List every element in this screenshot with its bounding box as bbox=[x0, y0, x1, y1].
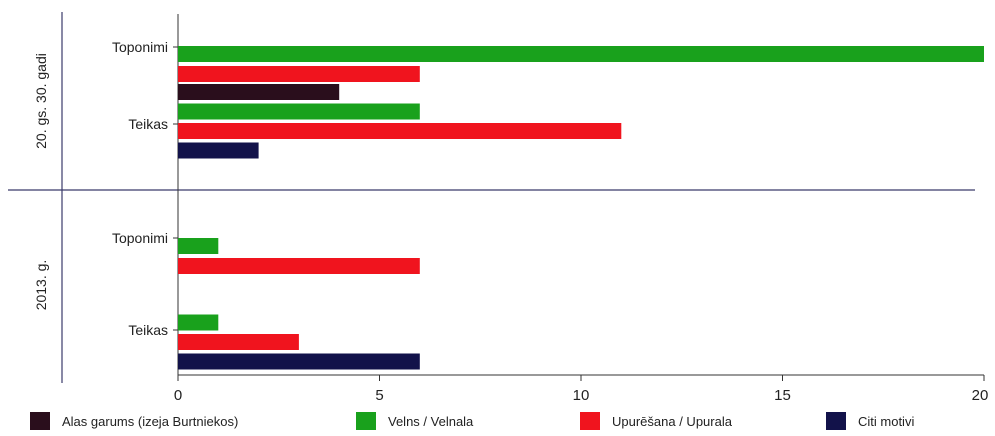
bar-upuresana bbox=[178, 123, 622, 139]
bar-velns bbox=[178, 314, 219, 331]
bar-upuresana bbox=[178, 258, 420, 274]
x-tick-label: 5 bbox=[375, 387, 383, 404]
legend-label: Velns / Velnala bbox=[388, 413, 474, 429]
bar-alas bbox=[178, 84, 340, 100]
group-label: 2013. g. bbox=[33, 260, 49, 311]
bar-citi bbox=[178, 353, 420, 370]
x-tick-label: 20 bbox=[972, 387, 989, 404]
chart-plot: 20. gs. 30. gadi Toponimi Teikas 2013. g. To… bbox=[8, 12, 989, 404]
category-label: Toponimi bbox=[112, 39, 168, 55]
legend-label: Citi motivi bbox=[858, 413, 915, 429]
legend-item-upuresana: Upurēšana / Upurala bbox=[580, 412, 732, 430]
legend-label: Alas garums (izeja Burtniekos) bbox=[62, 413, 239, 429]
legend-swatch bbox=[30, 412, 50, 430]
bar-velns bbox=[178, 238, 219, 254]
legend-swatch bbox=[356, 412, 376, 430]
legend-label: Upurēšana / Upurala bbox=[612, 413, 732, 429]
category-label: Teikas bbox=[128, 322, 168, 338]
bar-citi bbox=[178, 142, 259, 159]
legend-swatch bbox=[580, 412, 600, 430]
chart-legend: Alas garums (izeja Burtniekos) Velns / Ve… bbox=[0, 412, 995, 436]
x-tick-label: 15 bbox=[774, 387, 791, 404]
category-label: Teikas bbox=[128, 116, 168, 132]
group-label: 20. gs. 30. gadi bbox=[33, 53, 49, 149]
legend-item-alas: Alas garums (izeja Burtniekos) bbox=[30, 412, 238, 430]
bar-upuresana bbox=[178, 66, 420, 82]
category-label: Toponimi bbox=[112, 230, 168, 246]
legend-swatch bbox=[826, 412, 846, 430]
x-tick-label: 0 bbox=[174, 387, 182, 404]
bar-velns bbox=[178, 46, 984, 62]
x-tick-label: 10 bbox=[573, 387, 590, 404]
legend-item-velns: Velns / Velnala bbox=[356, 412, 473, 430]
bar-velns bbox=[178, 103, 420, 120]
bar-upuresana bbox=[178, 334, 299, 350]
legend-item-citi: Citi motivi bbox=[826, 412, 914, 430]
